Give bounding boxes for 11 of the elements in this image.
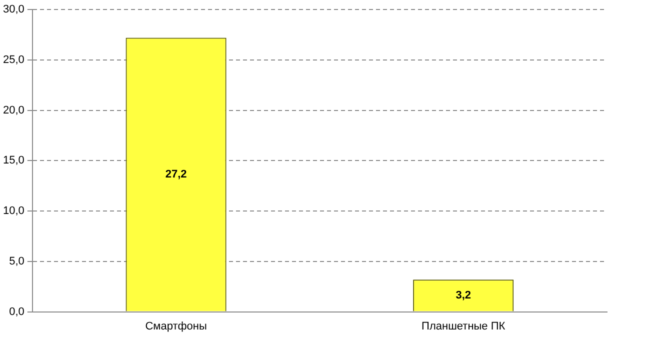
y-tick-label: 15,0 bbox=[2, 154, 24, 167]
x-tick-label: Планшетные ПК bbox=[422, 320, 506, 332]
y-tick-label: 25,0 bbox=[2, 54, 24, 66]
y-tick-label: 20,0 bbox=[2, 104, 24, 116]
data-label: 27,2 bbox=[165, 168, 187, 181]
y-tick-label: 0,0 bbox=[9, 306, 24, 318]
x-tick-label: Смартфоны bbox=[145, 320, 207, 332]
y-tick-label: 10,0 bbox=[2, 205, 24, 218]
data-label: 3,2 bbox=[456, 289, 471, 302]
y-tick-label: 5,0 bbox=[9, 255, 24, 268]
y-tick-label: 30,0 bbox=[2, 4, 24, 16]
